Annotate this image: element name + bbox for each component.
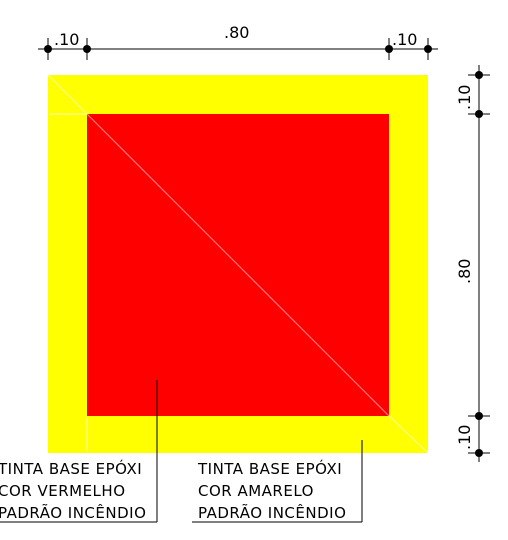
outer-corner-line-br <box>388 415 429 454</box>
outer-corner-line-tl <box>47 74 88 115</box>
yellow-label-line3: PADRÃO INCÊNDIO <box>198 503 346 522</box>
dim-right-top: .10 <box>455 85 474 110</box>
yellow-label-line1: TINTA BASE EPÓXI <box>197 459 342 478</box>
dim-right-center: .80 <box>455 259 474 284</box>
top-dimension-ticks <box>44 45 432 53</box>
yellow-label-leader <box>192 440 363 523</box>
right-dimension-ticks <box>475 71 483 457</box>
dim-top-right: .10 <box>392 30 417 49</box>
red-label-line2: COR VERMELHO <box>0 482 126 500</box>
red-label-leader <box>0 380 158 523</box>
inner-diagonal <box>86 113 390 417</box>
yellow-label-line2: COR AMARELO <box>198 482 314 500</box>
dim-top-center: .80 <box>224 23 249 42</box>
dim-right-bottom: .10 <box>455 425 474 450</box>
red-label-line1: TINTA BASE EPÓXI <box>0 459 142 478</box>
dim-top-left: .10 <box>54 30 79 49</box>
red-label-line3: PADRÃO INCÊNDIO <box>0 503 146 522</box>
